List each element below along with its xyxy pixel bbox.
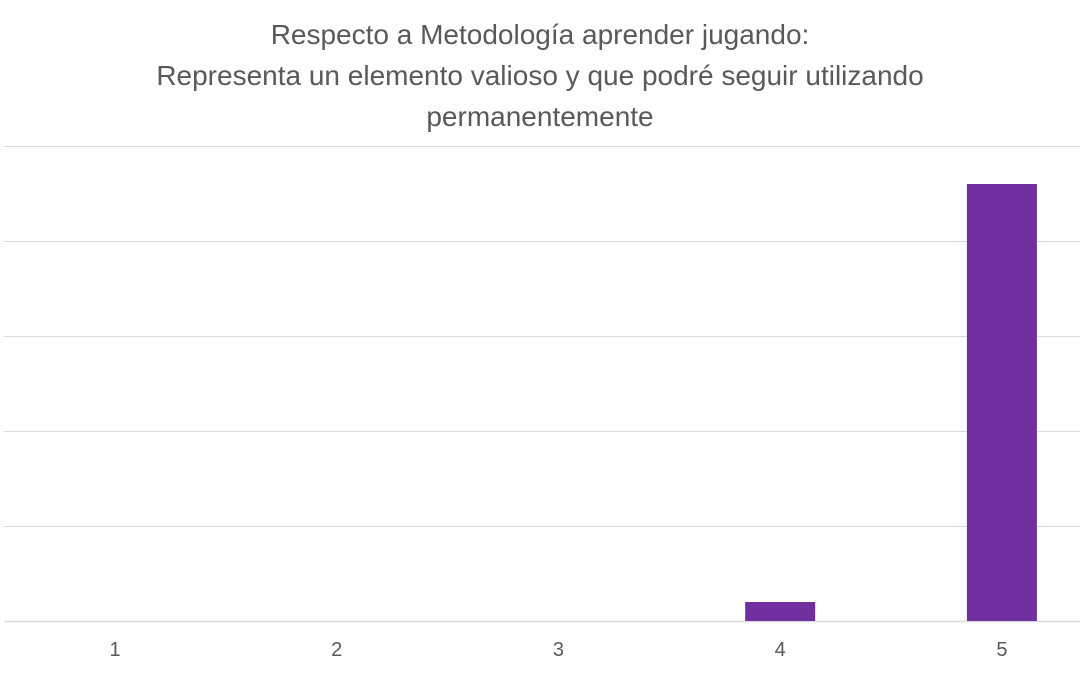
chart-title: Respecto a Metodología aprender jugando:… <box>0 14 1080 137</box>
x-tick-label-5: 5 <box>996 639 1007 661</box>
x-tick-label-2: 2 <box>331 639 342 661</box>
bar-5 <box>966 184 1037 621</box>
x-tick-label-1: 1 <box>109 639 120 661</box>
bar-4 <box>745 602 816 621</box>
gridlines <box>4 146 1080 623</box>
x-tick-label-3: 3 <box>553 639 564 661</box>
chart-title-line-1: Respecto a Metodología aprender jugando: <box>270 19 810 50</box>
chart-title-line-2: Representa un elemento valioso y que pod… <box>156 60 924 91</box>
x-tick-label-4: 4 <box>775 639 786 661</box>
chart-title-line-3: permanentemente <box>426 101 654 132</box>
x-axis-tick-labels: 1 2 3 4 5 <box>109 639 1007 661</box>
bars <box>745 184 1037 621</box>
